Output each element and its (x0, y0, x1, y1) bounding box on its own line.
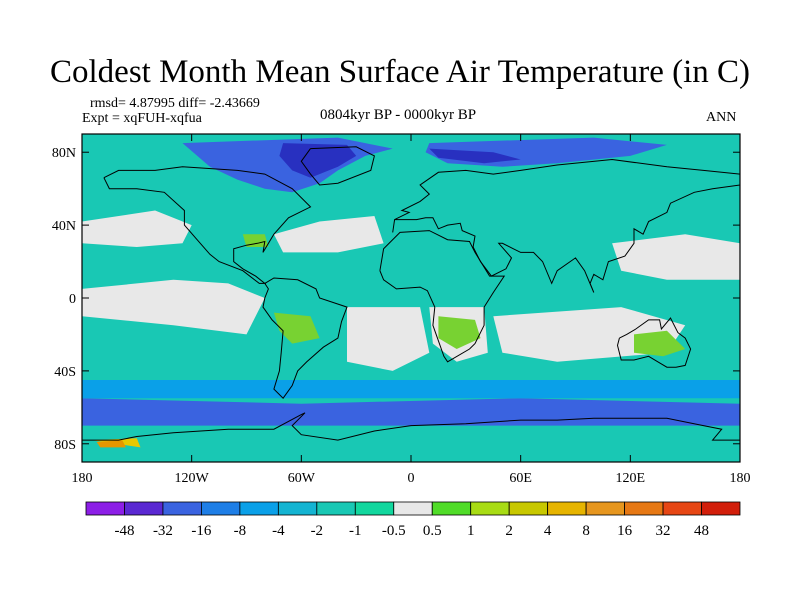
legend-label: 48 (694, 523, 709, 539)
region-east-asia-neutral (612, 234, 740, 280)
map-field (82, 134, 740, 462)
coastline-eurasia (392, 158, 740, 293)
coastline-greenland (300, 146, 375, 186)
region-greenland-cold-core (279, 143, 357, 178)
legend-label: -0.5 (382, 523, 406, 539)
legend-swatch (162, 501, 202, 516)
legend-swatch (124, 501, 164, 516)
lon-label-120W: 120W (175, 471, 210, 486)
chart-title: Coldest Month Mean Surface Air Temperatu… (50, 54, 750, 90)
lon-label-60W: 60W (288, 471, 316, 486)
coastline-antarctica (82, 412, 740, 441)
region-north-atlantic-neutral (273, 216, 384, 253)
legend-swatch (470, 501, 510, 516)
region-australia-warming (634, 330, 686, 357)
legend-swatch (85, 501, 125, 516)
lat-label-40N: 40N (52, 219, 76, 234)
legend-swatch (277, 501, 318, 516)
region-north-pacific-neutral (82, 210, 192, 247)
coastline-north-america (103, 166, 312, 284)
legend-swatch (239, 501, 279, 516)
period-label: 0804kyr BP - 0000kyr BP (320, 107, 477, 123)
lon-label-120E: 120E (616, 471, 646, 486)
legend-swatch (393, 501, 433, 516)
region-bolivia-warming (273, 312, 320, 344)
legend-label: 8 (582, 523, 590, 539)
legend-label: 0.5 (423, 523, 442, 539)
coastline-africa (379, 230, 506, 363)
legend-swatch (624, 501, 664, 516)
legend-swatch (701, 501, 741, 516)
lat-label-80N: 80N (52, 146, 76, 161)
rmsd-diff-stat: rmsd= 4.87995 diff= -2.43669 (90, 96, 260, 111)
lat-label-80S: 80S (54, 438, 76, 453)
experiment-label: Expt = xqFUH-xqfua (82, 111, 202, 126)
legend-label: 2 (505, 523, 513, 539)
legend-label: -8 (234, 523, 247, 539)
region-southeast-us-warming (242, 234, 269, 247)
legend-label: 1 (467, 523, 475, 539)
legend-label: 4 (544, 523, 552, 539)
region-south-atlantic-neutral (347, 307, 430, 371)
legend-swatch (201, 501, 241, 516)
legend-label: -4 (272, 523, 285, 539)
legend-label: 16 (617, 523, 633, 539)
legend-swatch (662, 501, 702, 516)
legend-swatch (316, 501, 356, 516)
lon-label-60E: 60E (509, 471, 532, 486)
legend-swatch (431, 501, 472, 516)
legend-swatch (354, 501, 395, 516)
region-ross-sea-warm-core (96, 440, 126, 448)
legend-swatch (547, 501, 587, 516)
legend-label: -48 (114, 523, 134, 539)
legend-swatch (585, 501, 625, 516)
lat-label-0: 0 (69, 292, 76, 307)
lon-label-0: 0 (408, 471, 415, 486)
region-southern-africa-warming (438, 316, 481, 349)
lat-label-40S: 40S (54, 365, 76, 380)
region-southern-ocean-band (82, 380, 740, 399)
lon-label-180: 180 (72, 471, 93, 486)
region-siberia-cold-core (429, 148, 521, 164)
legend-label: 32 (656, 523, 671, 539)
region-southern-ocean-cooling (82, 398, 740, 426)
coastline-australia (616, 317, 692, 368)
coastline-south-america (262, 277, 348, 399)
region-tropical-pacific-neutral (82, 279, 265, 335)
season-label: ANN (706, 110, 737, 125)
legend-label: -2 (311, 523, 324, 539)
legend-swatch (508, 501, 549, 516)
legend-label: -32 (153, 523, 173, 539)
lon-label-180: 180 (730, 471, 751, 486)
legend-label: -1 (349, 523, 362, 539)
legend-label: -16 (191, 523, 211, 539)
